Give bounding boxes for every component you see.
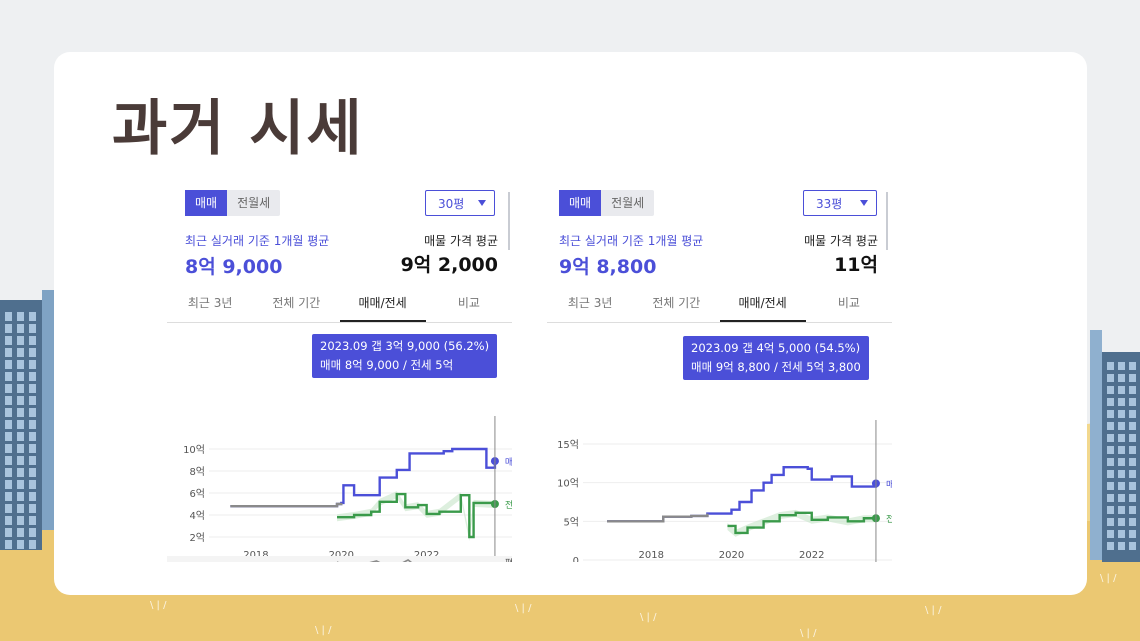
grass-tuft: \ | / <box>925 605 942 616</box>
ratio-strip <box>167 556 512 562</box>
sale-price-line <box>607 466 878 523</box>
x-tick-label: 2022 <box>414 550 439 561</box>
tab-all-period[interactable]: 전체 기간 <box>272 296 321 310</box>
price-chart-1[interactable]: 10억8억6억4억2억201820202022매매전세전세가율평균58.6% <box>167 330 512 562</box>
listing-avg-label: 매물 가격 평균 <box>424 234 498 248</box>
recent-trade-label: 최근 실거래 기준 1개월 평균 <box>559 234 704 248</box>
price-panel-2: 매매 전월세 33평 최근 실거래 기준 1개월 평균 9억 8,800 매물 … <box>547 190 892 570</box>
x-tick-label: 2018 <box>243 550 268 561</box>
y-tick-label: 8억 <box>189 466 205 478</box>
y-tick-label: 15억 <box>557 439 579 451</box>
y-tick-label: 0 <box>573 556 579 562</box>
tab-sale[interactable]: 매매 <box>559 190 602 216</box>
jeonse-price-line <box>727 511 876 535</box>
y-tick-label: 2억 <box>189 532 205 544</box>
tab-recent-3y[interactable]: 최근 3년 <box>187 296 233 310</box>
jeonse-series-label: 전세 <box>886 514 892 525</box>
grass-tuft: \ | / <box>515 603 532 614</box>
y-tick-label: 10억 <box>183 444 205 456</box>
period-tabs: 최근 3년 전체 기간 매매/전세 비교 <box>547 288 892 323</box>
jeonse-range-band <box>337 491 495 541</box>
size-value: 33평 <box>816 197 843 211</box>
size-dropdown[interactable]: 30평 <box>425 190 495 216</box>
y-tick-label: 5억 <box>563 516 579 528</box>
grass-tuft: \ | / <box>1100 573 1117 584</box>
tab-sale-jeonse[interactable]: 매매/전세 <box>719 288 806 322</box>
trade-type-toggle: 매매 전월세 <box>185 190 281 216</box>
tab-recent-3y[interactable]: 최근 3년 <box>567 296 613 310</box>
tab-sale-jeonse[interactable]: 매매/전세 <box>339 288 426 322</box>
tab-sale[interactable]: 매매 <box>185 190 228 216</box>
size-value: 30평 <box>438 197 465 211</box>
x-tick-label: 2022 <box>799 550 824 561</box>
page-title: 과거 시세 <box>112 94 364 164</box>
size-dropdown[interactable]: 33평 <box>803 190 877 216</box>
historic-price-line <box>607 513 709 523</box>
tooltip-prices: 매매 9억 8,800 / 전세 5억 3,800 <box>691 360 861 374</box>
y-tick-label: 6억 <box>189 488 205 500</box>
chevron-down-icon <box>478 200 486 206</box>
grass-tuft: \ | / <box>315 625 332 636</box>
y-tick-label: 4억 <box>189 510 205 522</box>
tab-rent[interactable]: 전월세 <box>237 196 271 210</box>
grass-tuft: \ | / <box>640 612 657 623</box>
x-tick-label: 2018 <box>638 550 663 561</box>
listing-avg-price: 9억 2,000 <box>400 254 498 276</box>
scrollbar[interactable] <box>886 192 888 250</box>
period-tabs: 최근 3년 전체 기간 매매/전세 비교 <box>167 288 512 323</box>
x-tick-label: 2020 <box>329 550 354 561</box>
tooltip-gap: 2023.09 갭 3억 9,000 (56.2%) <box>320 339 490 353</box>
sale-series-label: 매매 <box>505 457 512 468</box>
price-panel-1: 매매 전월세 30평 최근 실거래 기준 1개월 평균 8억 9,000 매물 … <box>167 190 512 570</box>
scrollbar[interactable] <box>508 192 510 250</box>
chevron-down-icon <box>860 200 868 206</box>
recent-trade-price: 9억 8,800 <box>559 256 657 278</box>
tooltip-prices: 매매 8억 9,000 / 전세 5억 <box>320 358 454 372</box>
y-tick-label: 10억 <box>557 478 579 490</box>
x-tick-label: 2020 <box>719 550 744 561</box>
ratio-avg-label: 평균 <box>505 558 512 562</box>
chart-tooltip: 2023.09 갭 3억 9,000 (56.2%) 매매 8억 9,000 /… <box>312 334 498 378</box>
trade-type-toggle: 매매 전월세 <box>559 190 655 216</box>
building-right <box>1090 330 1140 562</box>
tab-all-period[interactable]: 전체 기간 <box>652 296 701 310</box>
building-left <box>0 290 55 550</box>
tab-rent[interactable]: 전월세 <box>611 196 645 210</box>
jeonse-series-label: 전세 <box>505 500 512 511</box>
chart-tooltip: 2023.09 갭 4억 5,000 (54.5%) 매매 9억 8,800 /… <box>683 336 869 380</box>
price-chart-2[interactable]: 15억10억5억0201820202022매매전세전세가율평균52.6% <box>547 330 892 562</box>
sale-series-label: 매매 <box>886 479 892 490</box>
jeonse-price-line <box>337 492 497 539</box>
tab-compare[interactable]: 비교 <box>457 296 480 310</box>
grass-tuft: \ | / <box>150 600 167 611</box>
listing-avg-label: 매물 가격 평균 <box>804 234 878 248</box>
recent-trade-label: 최근 실거래 기준 1개월 평균 <box>185 234 330 248</box>
tooltip-gap: 2023.09 갭 4억 5,000 (54.5%) <box>691 341 861 355</box>
slide-card: 과거 시세 매매 전월세 30평 최근 실거래 기준 1개월 평균 8억 9,0… <box>54 52 1087 595</box>
historic-price-line <box>230 502 343 508</box>
tab-compare[interactable]: 비교 <box>837 296 860 310</box>
listing-avg-price: 11억 <box>834 254 878 276</box>
grass-tuft: \ | / <box>800 628 817 639</box>
recent-trade-price: 8억 9,000 <box>185 256 283 278</box>
